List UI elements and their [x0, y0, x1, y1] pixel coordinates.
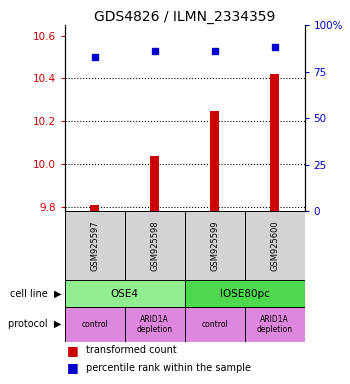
- Bar: [210, 111, 219, 211]
- Text: OSE4: OSE4: [111, 289, 139, 299]
- Bar: [65, 211, 125, 280]
- Bar: [125, 211, 185, 280]
- Bar: [245, 307, 304, 342]
- Text: cell line  ▶: cell line ▶: [10, 289, 61, 299]
- Text: control: control: [81, 320, 108, 329]
- Text: GSM925598: GSM925598: [150, 220, 159, 271]
- Text: control: control: [201, 320, 228, 329]
- Text: protocol  ▶: protocol ▶: [8, 319, 61, 329]
- Text: IOSE80pc: IOSE80pc: [220, 289, 270, 299]
- Bar: [185, 280, 304, 307]
- Text: ARID1A
depletion: ARID1A depletion: [257, 315, 293, 334]
- Text: ARID1A
depletion: ARID1A depletion: [136, 315, 173, 334]
- Bar: [90, 205, 99, 211]
- Bar: [185, 211, 245, 280]
- Bar: [65, 307, 125, 342]
- Bar: [185, 307, 245, 342]
- Bar: [150, 156, 159, 211]
- Text: percentile rank within the sample: percentile rank within the sample: [86, 362, 251, 373]
- Bar: [65, 280, 185, 307]
- Text: transformed count: transformed count: [86, 345, 177, 356]
- Text: ■: ■: [67, 344, 79, 357]
- Text: ■: ■: [67, 361, 79, 374]
- Bar: [270, 74, 279, 211]
- Text: GSM925599: GSM925599: [210, 220, 219, 271]
- Bar: [245, 211, 304, 280]
- Title: GDS4826 / ILMN_2334359: GDS4826 / ILMN_2334359: [94, 10, 275, 24]
- Text: GSM925597: GSM925597: [90, 220, 99, 271]
- Text: GSM925600: GSM925600: [270, 220, 279, 271]
- Bar: [125, 307, 185, 342]
